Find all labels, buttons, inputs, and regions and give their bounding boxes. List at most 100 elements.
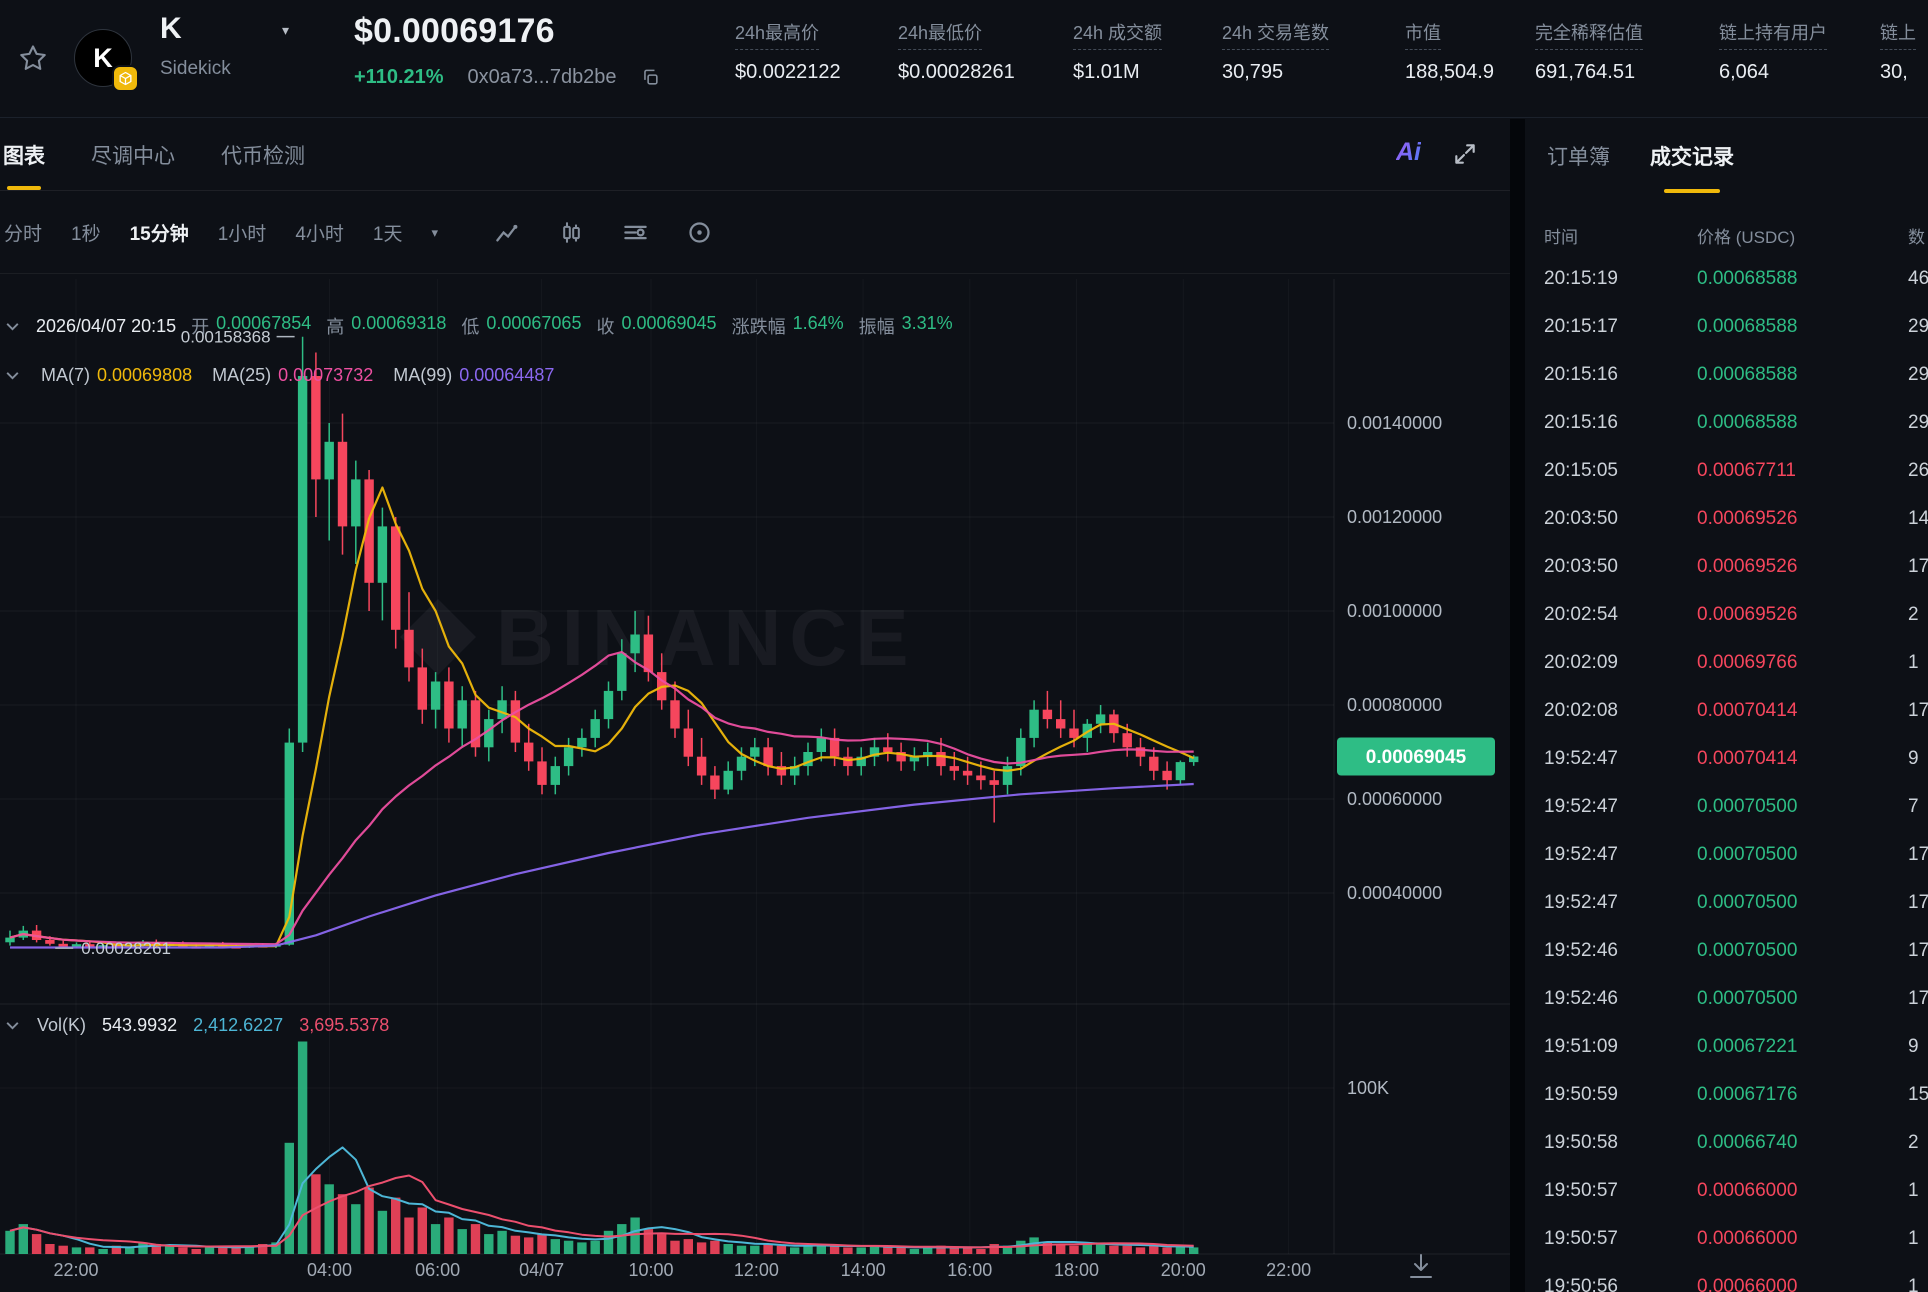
ohlc-item: 收 0.00069045 — [596, 313, 716, 339]
indicator-settings-icon[interactable] — [622, 219, 649, 246]
volume-bar — [909, 1249, 920, 1254]
trades-column-header: 价格 (USDC) — [1697, 228, 1796, 247]
trade-price: 0.00067176 — [1697, 1084, 1798, 1105]
volume-bar — [430, 1224, 441, 1254]
chart-style-icon[interactable] — [558, 219, 585, 246]
candle-body — [457, 700, 467, 729]
ma-item-value: 0.00064487 — [459, 365, 555, 385]
candle-body — [417, 667, 427, 710]
candle-body — [1189, 756, 1199, 763]
token-symbol: K — [160, 12, 182, 45]
stat-value: $0.0022122 — [735, 61, 841, 83]
trade-time: 19:50:57 — [1544, 1180, 1618, 1201]
trade-time: 20:15:17 — [1544, 316, 1618, 337]
volume-legend: Vol(K) 543.9932 2,412.6227 3,695.5378 — [4, 1015, 389, 1036]
token-dropdown-caret-icon[interactable]: ▾ — [282, 22, 290, 38]
candle-body — [803, 752, 813, 767]
chart-settings-icon[interactable] — [686, 219, 713, 246]
trade-quantity: 46 — [1908, 268, 1928, 289]
volume-bar — [151, 1244, 161, 1254]
ma-item: MA(25) 0.00073732 — [212, 365, 373, 386]
volume-bar — [284, 1142, 294, 1254]
timeframe-option[interactable]: 1小时 — [217, 224, 267, 245]
volume-bar — [337, 1194, 348, 1254]
candle-body — [377, 526, 388, 583]
volume-bar — [563, 1240, 574, 1254]
volume-bar — [58, 1245, 68, 1254]
last-price-badge — [1337, 737, 1495, 776]
candle-body — [1135, 747, 1146, 757]
candle-body — [643, 634, 654, 673]
trades-tab[interactable]: 订单簿 — [1547, 146, 1610, 169]
trade-price: 0.00068588 — [1697, 316, 1798, 337]
time-axis-label: 16:00 — [947, 1260, 992, 1280]
chart-tab[interactable]: 代币检测 — [221, 144, 305, 168]
volume-bar — [404, 1217, 414, 1254]
trade-time: 20:15:19 — [1544, 268, 1618, 289]
high-price-marker: 0.00158368 — [181, 328, 271, 347]
trade-time: 20:15:16 — [1544, 364, 1618, 385]
contract-address[interactable]: 0x0a73...7db2be — [467, 66, 617, 88]
ohlc-item-value: 0.00067854 — [216, 313, 312, 333]
low-price-marker: 0.00028261 — [81, 939, 171, 958]
volume-bar — [843, 1247, 853, 1254]
copy-icon[interactable] — [641, 68, 660, 87]
candle-body — [391, 526, 401, 630]
timeframe-option[interactable]: 分时 — [4, 224, 43, 245]
timeframe-option[interactable]: 15分钟 — [129, 224, 189, 245]
favorite-star-icon[interactable] — [18, 43, 48, 73]
collapse-volume-icon[interactable] — [4, 1017, 21, 1034]
trade-price: 0.00070414 — [1697, 700, 1798, 721]
candle-body — [750, 747, 760, 757]
drawing-tools-icon[interactable] — [494, 219, 521, 246]
candle-body — [484, 719, 494, 748]
ohlc-item: 低 0.00067065 — [461, 313, 581, 339]
timeframe-option[interactable]: 4小时 — [295, 224, 344, 245]
trade-time: 20:02:08 — [1544, 700, 1618, 721]
trade-price: 0.00066000 — [1697, 1180, 1798, 1201]
chart-panel: 图表 尽调中心 代币检测 Ai 分时 1秒 15分钟 1小时 4小时 1天 ▾ — [0, 119, 1510, 1292]
chart-toolbar: 分时 1秒 15分钟 1小时 4小时 1天 ▾ — [0, 192, 1510, 274]
trade-time: 19:50:56 — [1544, 1276, 1618, 1292]
price-change-24h: +110.21% — [354, 66, 444, 88]
trades-tab[interactable]: 成交记录 — [1650, 119, 1734, 193]
chart-tab[interactable]: 尽调中心 — [91, 144, 175, 168]
volume-label: Vol(K) — [37, 1015, 87, 1035]
candle-body — [869, 747, 880, 757]
trade-time: 19:52:47 — [1544, 844, 1618, 865]
candle-body — [1056, 719, 1066, 729]
volume-bar — [111, 1245, 122, 1254]
candle-body — [670, 700, 680, 729]
candlestick-chart[interactable]: 0.00140000 0.00120000 0.00100000 0.00080000… — [0, 279, 1510, 1292]
volume-bar — [816, 1244, 826, 1254]
expand-icon[interactable] — [1452, 141, 1478, 167]
volume-bar — [923, 1247, 933, 1254]
collapse-ohlc-icon[interactable] — [4, 318, 21, 335]
trades-list: 20:15:19 0.00068588 46 20:15:17 0.00068588 29… — [1525, 255, 1928, 1292]
trade-row: 20:02:09 0.00069766 1 — [1525, 639, 1928, 687]
candle-body — [98, 945, 108, 948]
timeframe-dropdown-caret-icon[interactable]: ▾ — [431, 224, 438, 240]
chart-tab[interactable]: 图表 — [3, 119, 45, 190]
timeframe-option[interactable]: 1秒 — [71, 224, 101, 245]
ai-assistant-icon[interactable]: Ai — [1396, 138, 1421, 166]
trade-quantity: 29 — [1908, 412, 1928, 433]
candle-body — [364, 479, 374, 583]
scroll-to-latest-icon[interactable] — [1410, 1254, 1432, 1278]
candle-body — [723, 770, 733, 790]
timeframe-option[interactable]: 1天 — [372, 224, 403, 245]
volume-bar — [577, 1242, 587, 1254]
stat-label: 链上持有用户 — [1719, 19, 1827, 50]
volume-bar — [736, 1245, 747, 1254]
trade-time: 19:50:59 — [1544, 1084, 1618, 1105]
ma-legend: MA(7) 0.00069808 MA(25) 0.00073732 MA(99) 0.0… — [4, 365, 554, 386]
candle-body — [1122, 733, 1132, 748]
volume-bar — [125, 1247, 135, 1254]
collapse-ma-icon[interactable] — [4, 367, 21, 384]
ma99-line — [10, 782, 1194, 949]
candle-body — [58, 943, 68, 947]
volume-bar — [457, 1229, 467, 1254]
stat-label: 24h 成交额 — [1073, 19, 1163, 50]
trade-row: 19:52:47 0.00070500 17 — [1525, 879, 1928, 927]
ohlc-item-label: 开 — [191, 317, 210, 337]
